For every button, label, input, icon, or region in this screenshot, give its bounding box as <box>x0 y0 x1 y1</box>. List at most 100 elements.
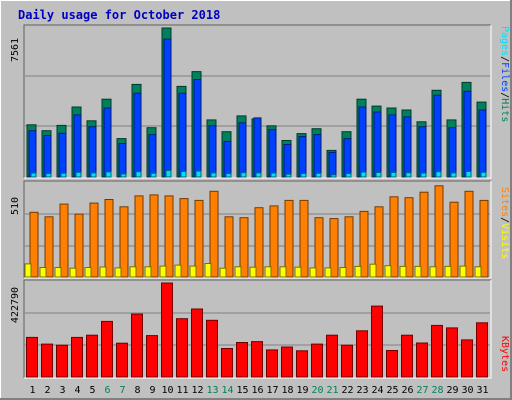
bar-kbytes-24 <box>371 305 383 378</box>
bar-sites-14 <box>219 267 227 278</box>
bar-pages-10 <box>165 170 172 178</box>
bar-kbytes-6 <box>101 320 113 378</box>
bar-kbytes-5 <box>86 334 98 378</box>
bar-files-20 <box>313 134 322 178</box>
bar-kbytes-10 <box>161 282 173 378</box>
bar-sites-12 <box>189 265 197 278</box>
bar-pages-14 <box>225 173 232 178</box>
day-label-6: 6 <box>104 385 110 396</box>
bar-pages-27 <box>420 172 427 178</box>
bar-visits-14 <box>224 216 234 278</box>
max-label-top: 7561 <box>10 38 21 62</box>
bar-sites-30 <box>459 265 467 278</box>
day-label-15: 15 <box>236 385 248 396</box>
bar-sites-19 <box>294 266 302 278</box>
bar-pages-4 <box>75 171 82 178</box>
day-label-3: 3 <box>59 385 65 396</box>
bar-files-24 <box>373 111 382 178</box>
bar-pages-22 <box>345 173 352 178</box>
bar-kbytes-22 <box>341 344 353 378</box>
bar-files-31 <box>478 109 487 178</box>
bar-sites-7 <box>114 267 122 278</box>
bar-pages-26 <box>405 172 412 178</box>
bar-visits-7 <box>119 206 129 278</box>
day-label-17: 17 <box>266 385 278 396</box>
bar-visits-1 <box>29 211 39 278</box>
bar-sites-16 <box>249 266 257 278</box>
bar-visits-26 <box>404 197 414 278</box>
bar-visits-18 <box>284 199 294 278</box>
bar-sites-3 <box>54 267 62 278</box>
bar-sites-26 <box>399 265 407 278</box>
day-label-8: 8 <box>134 385 140 396</box>
bar-kbytes-23 <box>356 330 368 378</box>
bar-pages-23 <box>360 171 367 178</box>
panel-border-dark <box>23 180 491 278</box>
bar-pages-28 <box>435 171 442 178</box>
bar-visits-23 <box>359 210 369 278</box>
bar-pages-24 <box>375 172 382 178</box>
bar-visits-12 <box>194 199 204 278</box>
bar-pages-21 <box>330 174 337 178</box>
bar-kbytes-18 <box>281 346 293 378</box>
bar-visits-20 <box>314 217 324 278</box>
bar-sites-23 <box>354 265 362 278</box>
bar-kbytes-15 <box>236 342 248 378</box>
bar-kbytes-7 <box>116 342 128 378</box>
day-label-22: 22 <box>341 385 353 396</box>
bar-files-10 <box>163 38 172 178</box>
bar-kbytes-30 <box>461 339 473 378</box>
day-label-19: 19 <box>296 385 308 396</box>
bar-kbytes-17 <box>266 349 278 378</box>
day-label-31: 31 <box>476 385 488 396</box>
bar-sites-11 <box>174 264 182 278</box>
bar-files-27 <box>418 126 427 178</box>
panel-border-dark <box>23 279 491 378</box>
chart-title: Daily usage for October 2018 <box>18 8 221 22</box>
bar-sites-22 <box>339 267 347 278</box>
bar-kbytes-16 <box>251 341 263 378</box>
bar-files-9 <box>148 134 157 178</box>
bar-sites-31 <box>474 266 482 278</box>
bar-visits-31 <box>479 199 489 278</box>
bar-files-15 <box>238 122 247 178</box>
bar-pages-15 <box>240 172 247 178</box>
day-label-4: 4 <box>74 385 80 396</box>
bar-visits-16 <box>254 207 264 278</box>
day-label-21: 21 <box>326 385 338 396</box>
bar-files-6 <box>103 107 112 178</box>
bar-pages-2 <box>45 173 52 178</box>
bar-sites-10 <box>159 265 167 278</box>
bar-pages-1 <box>30 172 37 178</box>
bar-kbytes-4 <box>71 336 83 378</box>
bar-sites-17 <box>264 266 272 278</box>
bar-pages-9 <box>150 172 157 178</box>
bar-files-8 <box>133 92 142 178</box>
day-label-14: 14 <box>221 385 233 396</box>
bar-visits-11 <box>179 198 189 278</box>
panel-middle: 510 Sites/Visits <box>10 180 510 279</box>
panel-border-light <box>24 181 492 279</box>
bar-kbytes-27 <box>416 342 428 378</box>
bar-pages-3 <box>60 172 67 178</box>
bar-pages-11 <box>180 171 187 178</box>
bar-visits-6 <box>104 199 114 278</box>
bar-kbytes-9 <box>146 335 158 378</box>
bar-sites-4 <box>69 267 77 278</box>
bar-pages-16 <box>255 172 262 178</box>
bar-kbytes-26 <box>401 334 413 378</box>
bar-pages-25 <box>390 172 397 178</box>
bar-kbytes-31 <box>476 322 488 378</box>
bar-sites-28 <box>429 266 437 278</box>
bar-visits-27 <box>419 191 429 278</box>
bar-kbytes-11 <box>176 318 188 378</box>
bar-files-13 <box>208 125 217 178</box>
panel-border-dark <box>23 24 491 178</box>
bar-files-12 <box>193 79 202 178</box>
bar-files-25 <box>388 114 397 178</box>
bar-sites-1 <box>24 263 32 278</box>
bar-files-26 <box>403 116 412 178</box>
day-label-1: 1 <box>29 385 35 396</box>
